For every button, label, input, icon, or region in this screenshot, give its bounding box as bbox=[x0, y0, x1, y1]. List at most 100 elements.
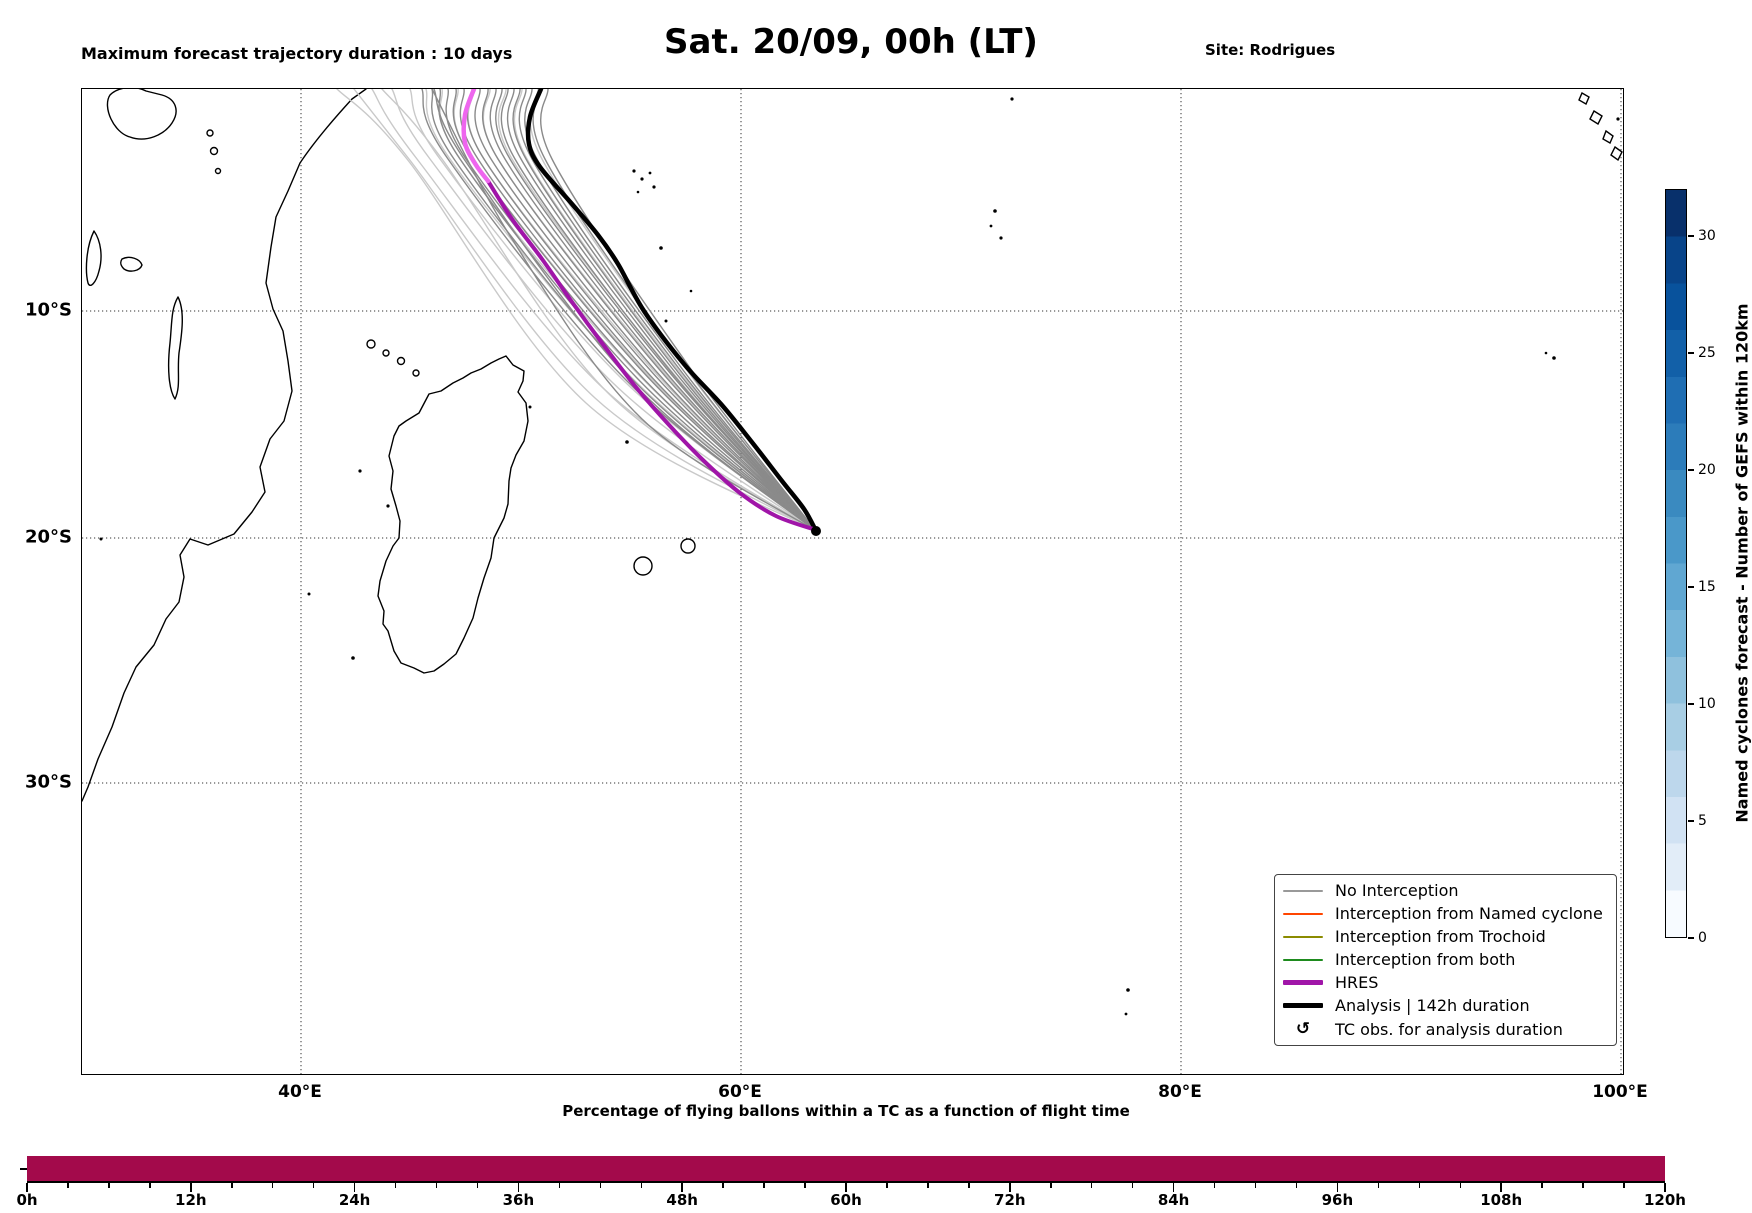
launch-site-marker bbox=[811, 526, 821, 536]
flight-time-major-tick bbox=[1500, 1183, 1502, 1192]
xtick-label: 80°E bbox=[1158, 1082, 1202, 1102]
flight-time-minor-tick bbox=[640, 1183, 642, 1188]
colorbar-ticks: 0 5 10 15 20 25 30 bbox=[1688, 189, 1736, 946]
ensemble-trajectory bbox=[500, 89, 817, 532]
colorbar-tick bbox=[1688, 937, 1694, 939]
legend-line bbox=[1283, 912, 1323, 915]
ensemble-trajectory bbox=[540, 89, 817, 532]
madagascar-coastline bbox=[377, 355, 529, 674]
legend-label: Analysis | 142h duration bbox=[1335, 996, 1530, 1015]
comoros-island bbox=[382, 349, 390, 357]
flight-time-minor-tick bbox=[1090, 1183, 1093, 1188]
colorbar-tick-label: 20 bbox=[1698, 461, 1716, 478]
flight-time-minor-tick bbox=[599, 1183, 602, 1188]
flight-time-tick-label: 0h bbox=[16, 1191, 38, 1209]
pemba-island bbox=[209, 146, 219, 156]
tc-obs-marker-icon: ↺ bbox=[1283, 1019, 1323, 1039]
colorbar-tick bbox=[1688, 469, 1694, 471]
flight-time-major-tick bbox=[26, 1183, 28, 1192]
flight-time-chart-title: Percentage of flying ballons within a TC… bbox=[562, 1102, 1130, 1120]
flight-time-minor-tick bbox=[1050, 1183, 1052, 1188]
ytick-label: 20°S bbox=[24, 526, 72, 548]
flight-time-minor-tick bbox=[1213, 1183, 1216, 1188]
ytick-label: 10°S bbox=[24, 299, 72, 321]
flight-time-minor-tick bbox=[886, 1183, 888, 1188]
legend-item: Analysis | 142h duration bbox=[1283, 996, 1608, 1015]
colorbar-tick bbox=[1688, 820, 1694, 822]
flight-time-yaxis-tick bbox=[20, 1168, 27, 1170]
flight-time-minor-tick bbox=[1295, 1183, 1298, 1188]
legend-label: HRES bbox=[1335, 973, 1379, 992]
flight-time-minor-tick bbox=[927, 1183, 929, 1188]
coastlines bbox=[82, 89, 696, 802]
flight-time-minor-tick bbox=[1459, 1183, 1461, 1188]
colorbar-tick-label: 5 bbox=[1698, 812, 1707, 829]
legend-item: Interception from both bbox=[1283, 950, 1608, 969]
small-islands bbox=[99, 97, 1556, 1016]
legend-line-swatch bbox=[1283, 912, 1323, 915]
lake-tanganyika bbox=[85, 230, 102, 287]
colorbar-label: Named cyclones forecast - Number of GEFS… bbox=[1732, 303, 1752, 823]
ensemble-trajectory-light bbox=[391, 89, 817, 532]
ensemble-trajectory bbox=[433, 89, 817, 532]
flight-time-tick-label: 120h bbox=[1644, 1191, 1686, 1209]
colorbar-tick-label: 30 bbox=[1698, 227, 1716, 244]
mauritius-island bbox=[680, 538, 696, 554]
map-legend: No Interception Interception from Named c… bbox=[1274, 874, 1617, 1046]
flight-time-minor-tick bbox=[1377, 1183, 1380, 1188]
ensemble-trajectory bbox=[524, 89, 817, 532]
africa-coastline bbox=[82, 89, 367, 802]
legend-line bbox=[1283, 935, 1323, 938]
flight-time-major-tick bbox=[1336, 1183, 1339, 1192]
flight-time-minor-tick bbox=[108, 1183, 110, 1188]
colorbar-tick-label: 25 bbox=[1698, 344, 1716, 361]
flight-time-minor-tick bbox=[394, 1183, 397, 1188]
flight-time-major-tick bbox=[1009, 1183, 1011, 1192]
legend-line bbox=[1283, 980, 1323, 985]
xtick-label: 100°E bbox=[1592, 1082, 1648, 1102]
flight-time-tick-label: 108h bbox=[1480, 1191, 1523, 1209]
flight-time-minor-tick bbox=[1541, 1183, 1543, 1188]
legend-item: Interception from Named cyclone bbox=[1283, 904, 1608, 923]
ensemble-trajectory-light bbox=[381, 89, 817, 532]
page-title: Sat. 20/09, 00h (LT) bbox=[664, 22, 1038, 62]
legend-label: Interception from Trochoid bbox=[1335, 927, 1546, 946]
flight-time-bar bbox=[27, 1156, 1665, 1181]
ensemble-trajectory bbox=[489, 89, 817, 532]
ensemble-trajectory bbox=[452, 89, 817, 532]
legend-line-swatch bbox=[1283, 889, 1323, 892]
flight-time-minor-tick bbox=[149, 1183, 151, 1188]
xtick-label: 60°E bbox=[718, 1082, 762, 1102]
legend-label: Interception from Named cyclone bbox=[1335, 904, 1603, 923]
zanzibar-island bbox=[206, 129, 214, 137]
graticule-gridlines bbox=[82, 89, 1623, 1074]
flight-time-major-tick bbox=[681, 1183, 683, 1192]
colorbar-tick-label: 0 bbox=[1698, 930, 1707, 946]
sumatra-corner-islands bbox=[1578, 92, 1623, 162]
ensemble-trajectory-light bbox=[371, 89, 817, 532]
ensemble-trajectory-light bbox=[529, 89, 817, 532]
colorbar-tick bbox=[1688, 703, 1694, 705]
comoros-island bbox=[366, 339, 376, 349]
flight-time-minor-tick bbox=[435, 1183, 438, 1188]
flight-time-major-tick bbox=[1664, 1183, 1666, 1192]
colorbar-tick-label: 10 bbox=[1698, 695, 1716, 712]
ensemble-trajectory-light bbox=[336, 89, 817, 532]
ensemble-trajectory bbox=[431, 89, 817, 532]
flight-time-minor-tick bbox=[1254, 1183, 1257, 1188]
flight-time-tick-label: 96h bbox=[1321, 1191, 1354, 1209]
legend-item: No Interception bbox=[1283, 881, 1608, 900]
ytick-label: 30°S bbox=[24, 771, 72, 793]
flight-time-minor-tick bbox=[1582, 1183, 1584, 1188]
flight-time-tick-label: 60h bbox=[830, 1191, 862, 1209]
legend-line-swatch bbox=[1283, 958, 1323, 961]
flight-time-minor-tick bbox=[804, 1183, 806, 1188]
legend-line bbox=[1283, 889, 1323, 892]
flight-time-major-tick bbox=[845, 1183, 847, 1192]
lake-malawi bbox=[167, 296, 183, 400]
legend-label: TC obs. for analysis duration bbox=[1335, 1019, 1563, 1039]
flight-time-tick-label: 12h bbox=[175, 1191, 207, 1209]
flight-time-major-tick bbox=[517, 1183, 520, 1192]
flight-time-axis-line bbox=[27, 1181, 1665, 1183]
